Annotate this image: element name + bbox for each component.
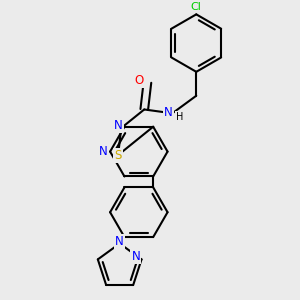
Text: N: N — [114, 118, 123, 132]
Text: N: N — [131, 250, 140, 263]
Text: O: O — [135, 74, 144, 87]
Text: H: H — [176, 112, 183, 122]
Text: N: N — [164, 106, 173, 119]
Text: N: N — [115, 236, 124, 248]
Text: N: N — [99, 145, 107, 158]
Text: Cl: Cl — [191, 2, 202, 12]
Text: S: S — [114, 148, 122, 162]
